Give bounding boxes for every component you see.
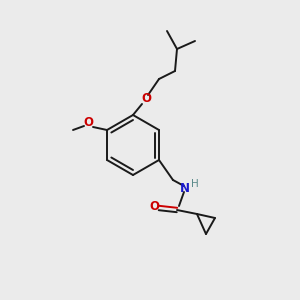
Text: O: O — [83, 116, 93, 130]
Text: H: H — [191, 179, 199, 189]
Text: O: O — [141, 92, 151, 104]
Text: O: O — [149, 200, 159, 214]
Text: N: N — [180, 182, 190, 196]
